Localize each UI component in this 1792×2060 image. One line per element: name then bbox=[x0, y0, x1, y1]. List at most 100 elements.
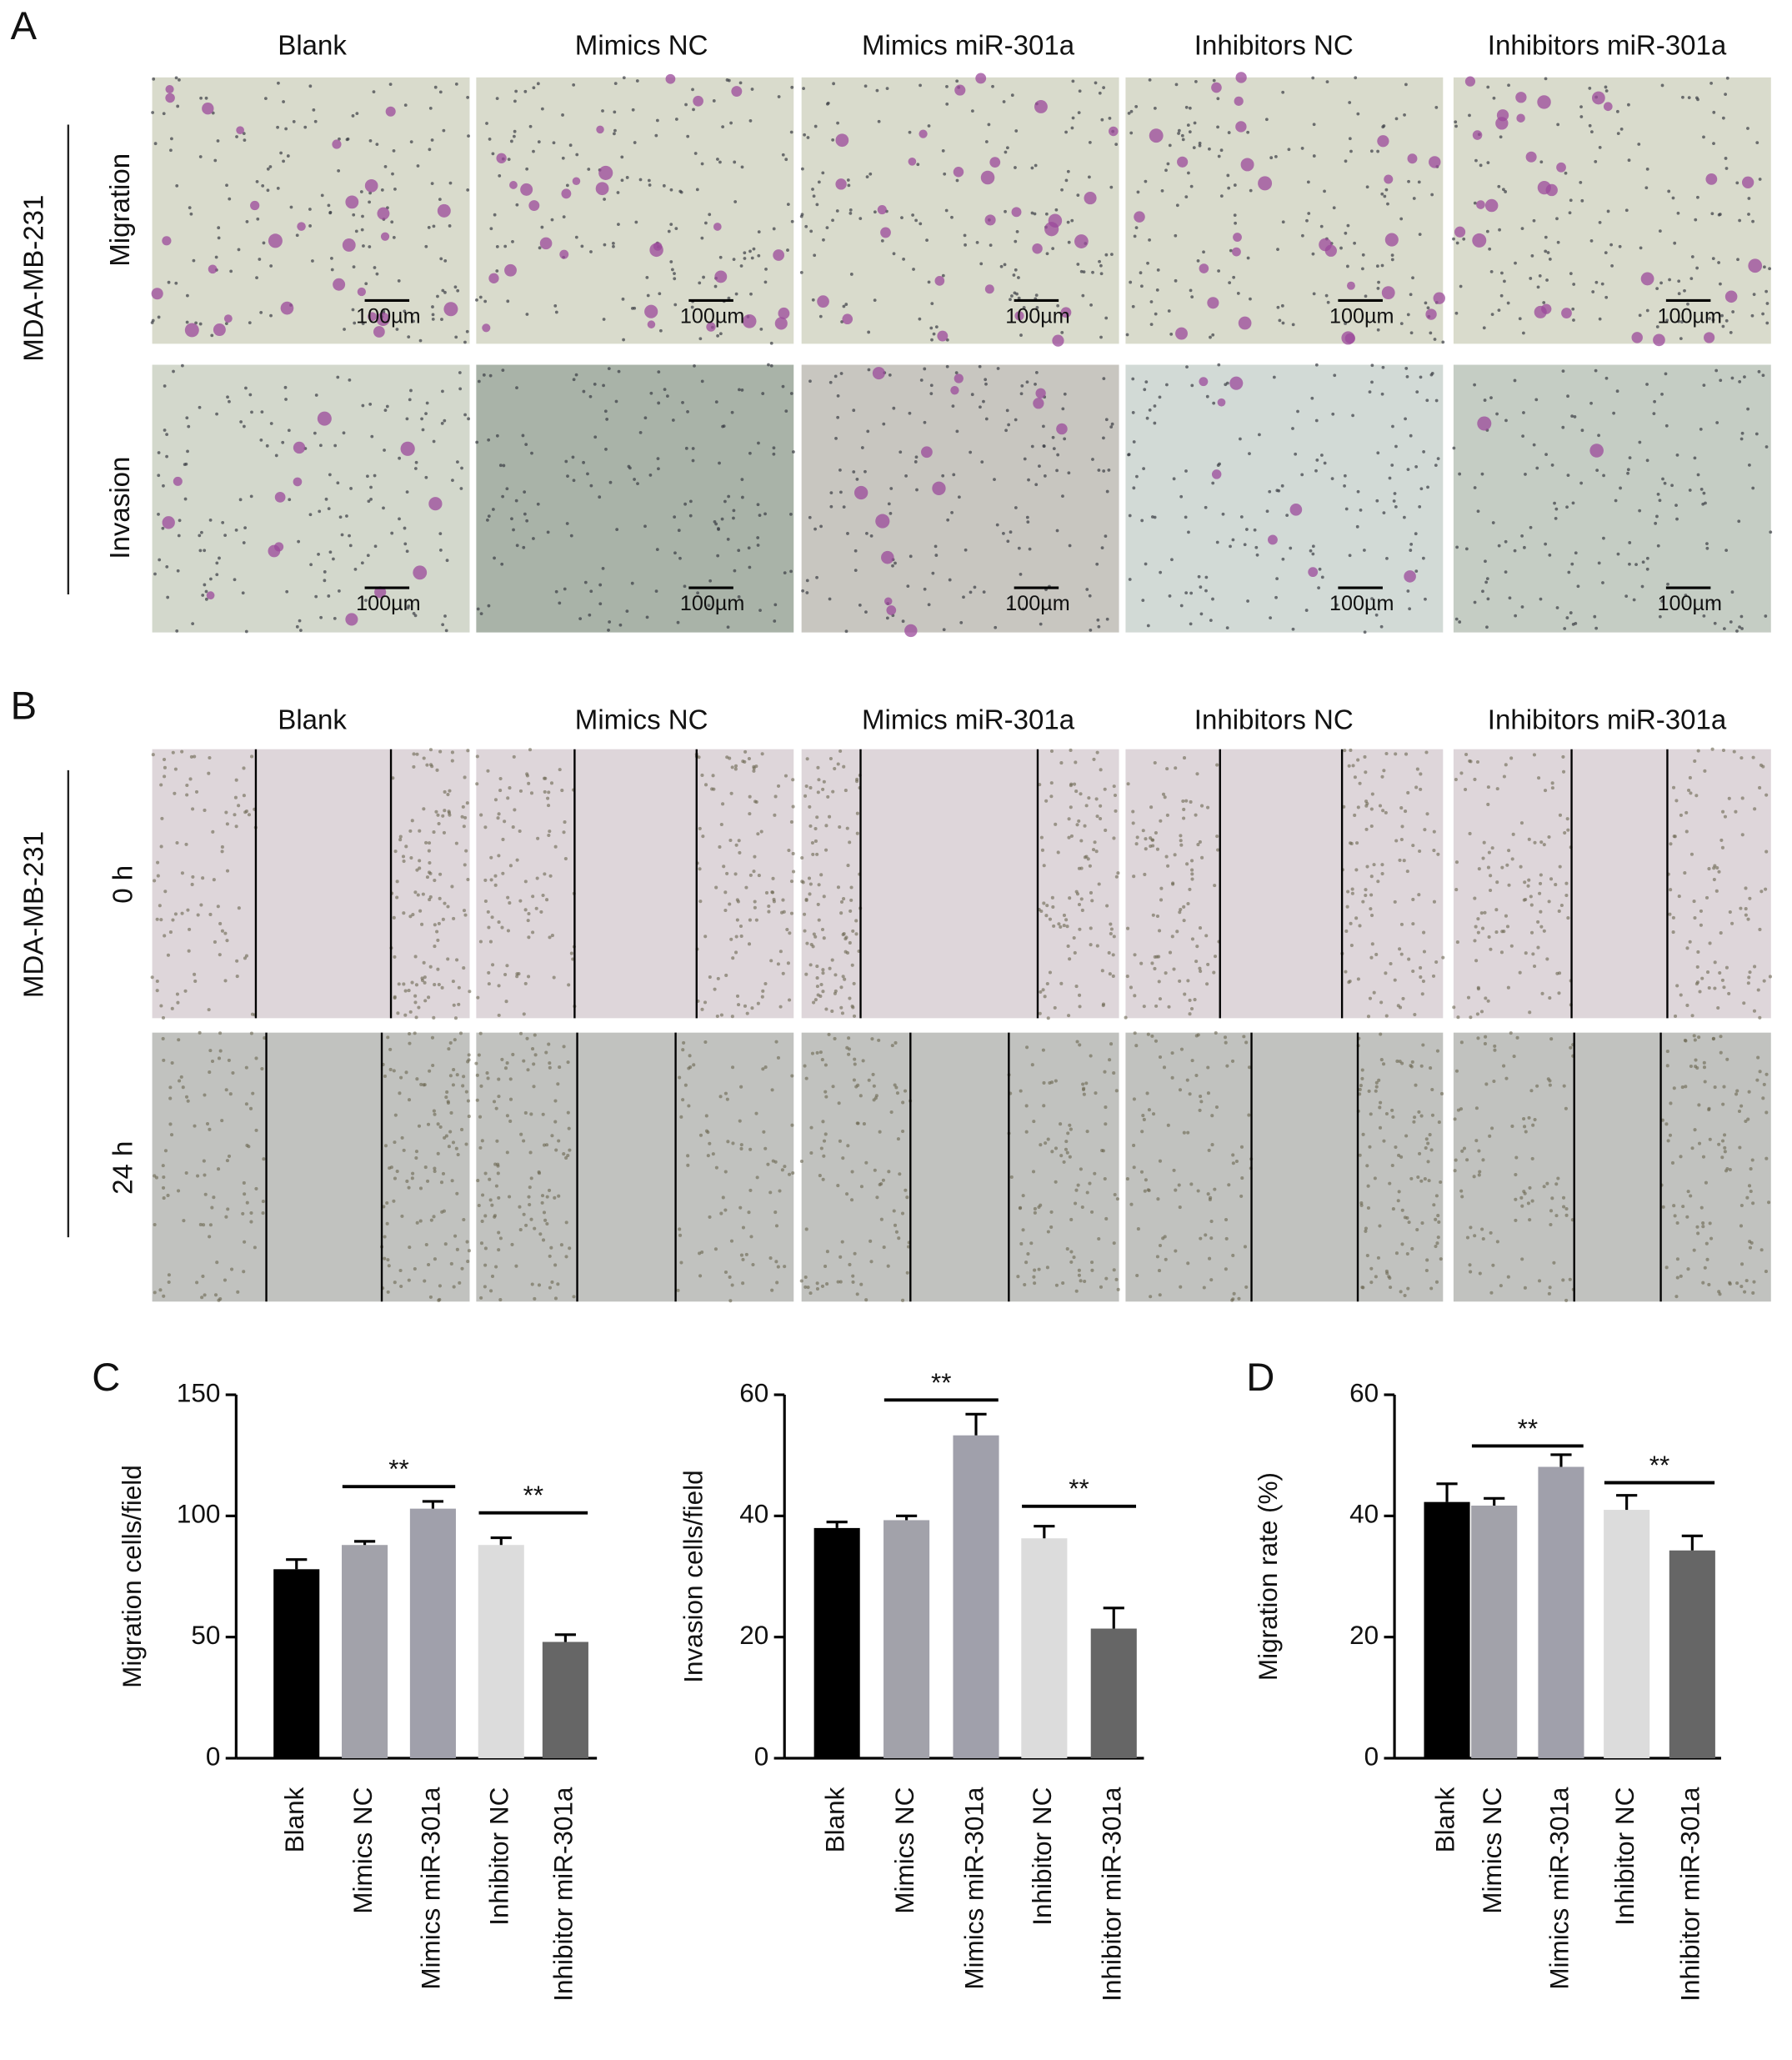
stained-cell bbox=[644, 304, 658, 318]
cell-dot bbox=[1514, 614, 1518, 618]
cell-dot bbox=[476, 995, 480, 1000]
cell-dot bbox=[243, 1240, 247, 1244]
cell-dot bbox=[929, 392, 934, 396]
cell-dot bbox=[1435, 1049, 1439, 1053]
cell-dot bbox=[1719, 838, 1724, 842]
cell-dot bbox=[1671, 915, 1675, 920]
cell-dot bbox=[436, 967, 440, 971]
cell-dot bbox=[1472, 1175, 1476, 1179]
stained-cell bbox=[1199, 377, 1209, 387]
cell-dot bbox=[1409, 1065, 1414, 1069]
cell-dot bbox=[1391, 1207, 1395, 1211]
cell-dot bbox=[475, 440, 479, 444]
cell-dot bbox=[1669, 842, 1673, 846]
cell-dot bbox=[1406, 313, 1410, 317]
cell-dot bbox=[839, 911, 843, 915]
cell-dot bbox=[792, 870, 796, 874]
cell-dot bbox=[580, 244, 584, 248]
cell-dot bbox=[498, 1298, 503, 1302]
cell-dot bbox=[217, 1056, 222, 1060]
cell-dot bbox=[673, 303, 678, 307]
cell-dot bbox=[1140, 519, 1144, 523]
stained-cell bbox=[1537, 95, 1551, 109]
cell-dot bbox=[1429, 1148, 1434, 1152]
stained-cell bbox=[184, 323, 199, 338]
significance-label: ** bbox=[1649, 1451, 1669, 1480]
stained-cell bbox=[1109, 126, 1119, 137]
cell-dot bbox=[242, 541, 246, 544]
cell-dot bbox=[1475, 1012, 1479, 1016]
cell-dot bbox=[1062, 913, 1066, 917]
cell-dot bbox=[811, 188, 814, 191]
cell-dot bbox=[1423, 828, 1427, 832]
cell-dot bbox=[464, 849, 468, 853]
cell-dot bbox=[691, 447, 695, 450]
cell-dot bbox=[518, 1031, 523, 1035]
cell-dot bbox=[518, 899, 523, 903]
cell-dot bbox=[770, 890, 774, 895]
cell-dot bbox=[952, 473, 956, 477]
cell-dot bbox=[1194, 960, 1199, 964]
cell-dot bbox=[382, 506, 385, 510]
cell-dot bbox=[1406, 790, 1410, 795]
cell-dot bbox=[598, 602, 603, 606]
cell-dot bbox=[1145, 416, 1149, 420]
cell-dot bbox=[1604, 85, 1608, 89]
cell-dot bbox=[1416, 1175, 1420, 1180]
cell-dot bbox=[836, 415, 840, 419]
cell-dot bbox=[1204, 589, 1208, 593]
cell-dot bbox=[1167, 309, 1171, 313]
cell-dot bbox=[1214, 1031, 1218, 1035]
cell-dot bbox=[1112, 1071, 1116, 1075]
cell-dot bbox=[274, 454, 278, 458]
cell-dot bbox=[1752, 1280, 1756, 1284]
cell-dot bbox=[558, 601, 562, 605]
cell-dot bbox=[1421, 556, 1425, 560]
cell-dot bbox=[1370, 597, 1374, 601]
cell-dot bbox=[1708, 941, 1712, 945]
cell-dot bbox=[828, 966, 832, 970]
cell-dot bbox=[1500, 865, 1504, 870]
cell-dot bbox=[1523, 880, 1527, 885]
cell-dot bbox=[351, 114, 355, 118]
cell-dot bbox=[1749, 1167, 1753, 1171]
cell-dot bbox=[901, 1298, 905, 1302]
cell-dot bbox=[487, 925, 491, 930]
y-tick-label: 0 bbox=[1364, 1742, 1379, 1771]
cell-dot bbox=[1454, 777, 1458, 782]
cell-dot bbox=[773, 619, 777, 623]
cell-dot bbox=[1751, 1201, 1755, 1205]
micrograph bbox=[801, 1032, 1119, 1302]
cell-dot bbox=[1735, 1089, 1739, 1093]
cell-dot bbox=[467, 417, 470, 421]
cell-dot bbox=[1722, 985, 1726, 990]
cell-dot bbox=[1102, 436, 1105, 440]
cell-dot bbox=[1212, 401, 1216, 405]
cell-dot bbox=[1333, 373, 1337, 378]
cell-dot bbox=[1144, 562, 1148, 566]
cell-dot bbox=[582, 389, 586, 393]
cell-dot bbox=[1739, 906, 1743, 910]
cell-dot bbox=[1038, 1011, 1042, 1015]
stained-cell bbox=[1525, 151, 1537, 163]
cell-dot bbox=[1033, 1281, 1037, 1286]
cell-dot bbox=[704, 221, 708, 225]
cell-dot bbox=[385, 404, 389, 408]
stained-cell bbox=[731, 86, 743, 98]
cell-dot bbox=[1747, 1184, 1752, 1188]
cell-dot bbox=[1100, 118, 1104, 122]
cell-dot bbox=[1434, 398, 1439, 403]
y-tick-label: 60 bbox=[739, 1378, 768, 1407]
cell-dot bbox=[1404, 417, 1407, 421]
cell-dot bbox=[1216, 125, 1219, 129]
cell-dot bbox=[1502, 188, 1505, 192]
cell-dot bbox=[1624, 594, 1629, 599]
cell-dot bbox=[1177, 132, 1180, 135]
cell-dot bbox=[1466, 995, 1471, 1000]
cell-dot bbox=[1206, 962, 1210, 966]
cell-dot bbox=[1500, 930, 1504, 934]
cell-dot bbox=[166, 595, 170, 599]
cell-dot bbox=[157, 315, 161, 319]
stained-cell bbox=[1234, 96, 1244, 106]
cell-dot bbox=[1379, 1058, 1384, 1062]
